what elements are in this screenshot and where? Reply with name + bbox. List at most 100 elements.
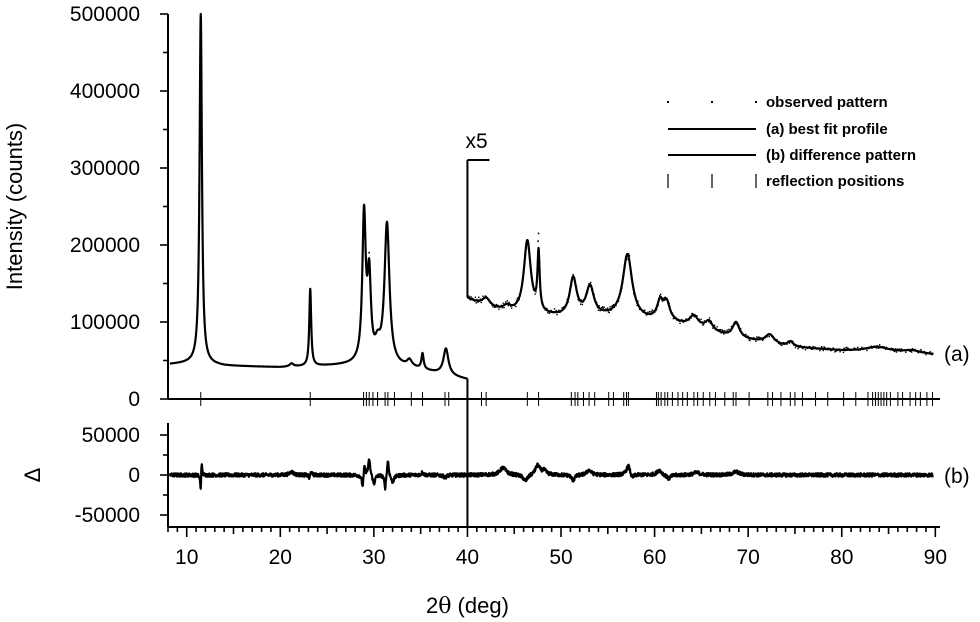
observed-point — [636, 304, 638, 307]
observed-point — [771, 336, 774, 339]
observed-point — [695, 315, 697, 318]
observed-point — [846, 347, 849, 350]
observed-point — [478, 296, 480, 298]
observed-point — [756, 337, 759, 340]
observed-point — [874, 346, 877, 348]
observed-point — [670, 310, 672, 312]
observed-point — [797, 347, 799, 350]
observed-point — [574, 283, 577, 286]
observed-point — [684, 320, 686, 322]
observed-point — [761, 337, 763, 340]
observed-point — [588, 282, 590, 285]
observed-point — [611, 305, 613, 307]
observed-point — [926, 351, 928, 354]
observed-point — [733, 324, 735, 326]
observed-point — [734, 321, 736, 324]
observed-point — [928, 352, 931, 354]
observed-point — [624, 264, 627, 266]
observed-point — [474, 296, 477, 299]
observed-point — [552, 311, 554, 314]
observed-point — [710, 320, 712, 323]
y-tick-label-b: 50000 — [82, 424, 140, 447]
observed-point — [846, 346, 848, 349]
observed-point — [814, 346, 816, 348]
observed-point — [481, 299, 483, 301]
observed-point — [594, 299, 596, 301]
observed-point — [745, 335, 748, 337]
legend-label: reflection positions — [766, 173, 904, 190]
observed-point — [811, 348, 813, 350]
observed-point — [892, 348, 894, 350]
labels: 0 100000 200000 300000 400000 500000 -50000 0 50… — [2, 3, 970, 619]
observed-point — [522, 272, 525, 275]
observed-point — [611, 305, 614, 307]
observed-point — [723, 333, 725, 335]
observed-point — [589, 285, 591, 288]
observed-point — [882, 347, 884, 349]
observed-point — [803, 346, 805, 349]
observed-point — [722, 330, 724, 332]
observed-point — [652, 310, 654, 312]
observed-point — [838, 348, 840, 350]
observed-point — [728, 328, 730, 331]
observed-point — [906, 348, 909, 351]
legend-label: (a) best fit profile — [766, 121, 888, 138]
observed-point — [516, 297, 519, 299]
observed-point — [679, 322, 681, 325]
observed-point — [663, 297, 665, 299]
observed-point — [583, 299, 585, 301]
observed-point — [709, 322, 712, 324]
observed-point — [927, 352, 930, 354]
observed-point — [649, 313, 652, 316]
observed-point — [488, 298, 490, 301]
observed-point — [816, 347, 819, 350]
y-tick-label-a: 0 — [128, 388, 140, 411]
reflection-positions — [200, 392, 934, 406]
observed-point — [593, 293, 595, 295]
observed-point — [754, 338, 756, 340]
observed-point — [837, 348, 840, 351]
observed-point — [762, 338, 765, 340]
observed-point — [767, 333, 770, 335]
observed-point — [499, 305, 502, 307]
observed-point — [631, 280, 633, 283]
observed-point — [696, 315, 698, 317]
observed-point — [920, 348, 922, 351]
observed-point — [801, 347, 803, 349]
observed-point — [561, 307, 563, 309]
observed-point — [744, 334, 746, 336]
observed-point — [765, 335, 767, 338]
observed-point — [723, 329, 726, 332]
observed-point — [833, 348, 835, 351]
observed-point — [489, 302, 492, 304]
y-tick-label-b: -50000 — [75, 504, 140, 527]
observed-point — [782, 341, 785, 344]
observed-point — [501, 307, 504, 309]
panel-label-b: (b) — [944, 465, 970, 488]
observed-point — [779, 344, 781, 346]
observed-point — [655, 309, 658, 311]
observed-point — [562, 307, 564, 309]
observed-point — [676, 318, 679, 320]
observed-point — [667, 303, 669, 305]
observed-point — [482, 295, 484, 297]
observed-point — [847, 347, 850, 350]
observed-point — [528, 247, 530, 250]
observed-point — [629, 268, 632, 270]
observed-point — [672, 317, 675, 320]
observed-point — [505, 303, 508, 305]
observed-point — [526, 242, 529, 244]
observed-point — [592, 294, 595, 296]
scale-marker-label: x5 — [465, 130, 487, 153]
observed-point — [750, 337, 753, 339]
observed-point — [692, 315, 695, 317]
observed-point — [917, 352, 920, 354]
observed-point — [803, 345, 806, 348]
observed-point — [641, 309, 643, 311]
observed-point — [863, 347, 866, 349]
panel-label-a: (a) — [944, 343, 970, 366]
observed-point — [527, 247, 530, 249]
observed-point — [759, 337, 761, 339]
observed-point — [698, 318, 701, 321]
observed-point — [857, 346, 859, 349]
